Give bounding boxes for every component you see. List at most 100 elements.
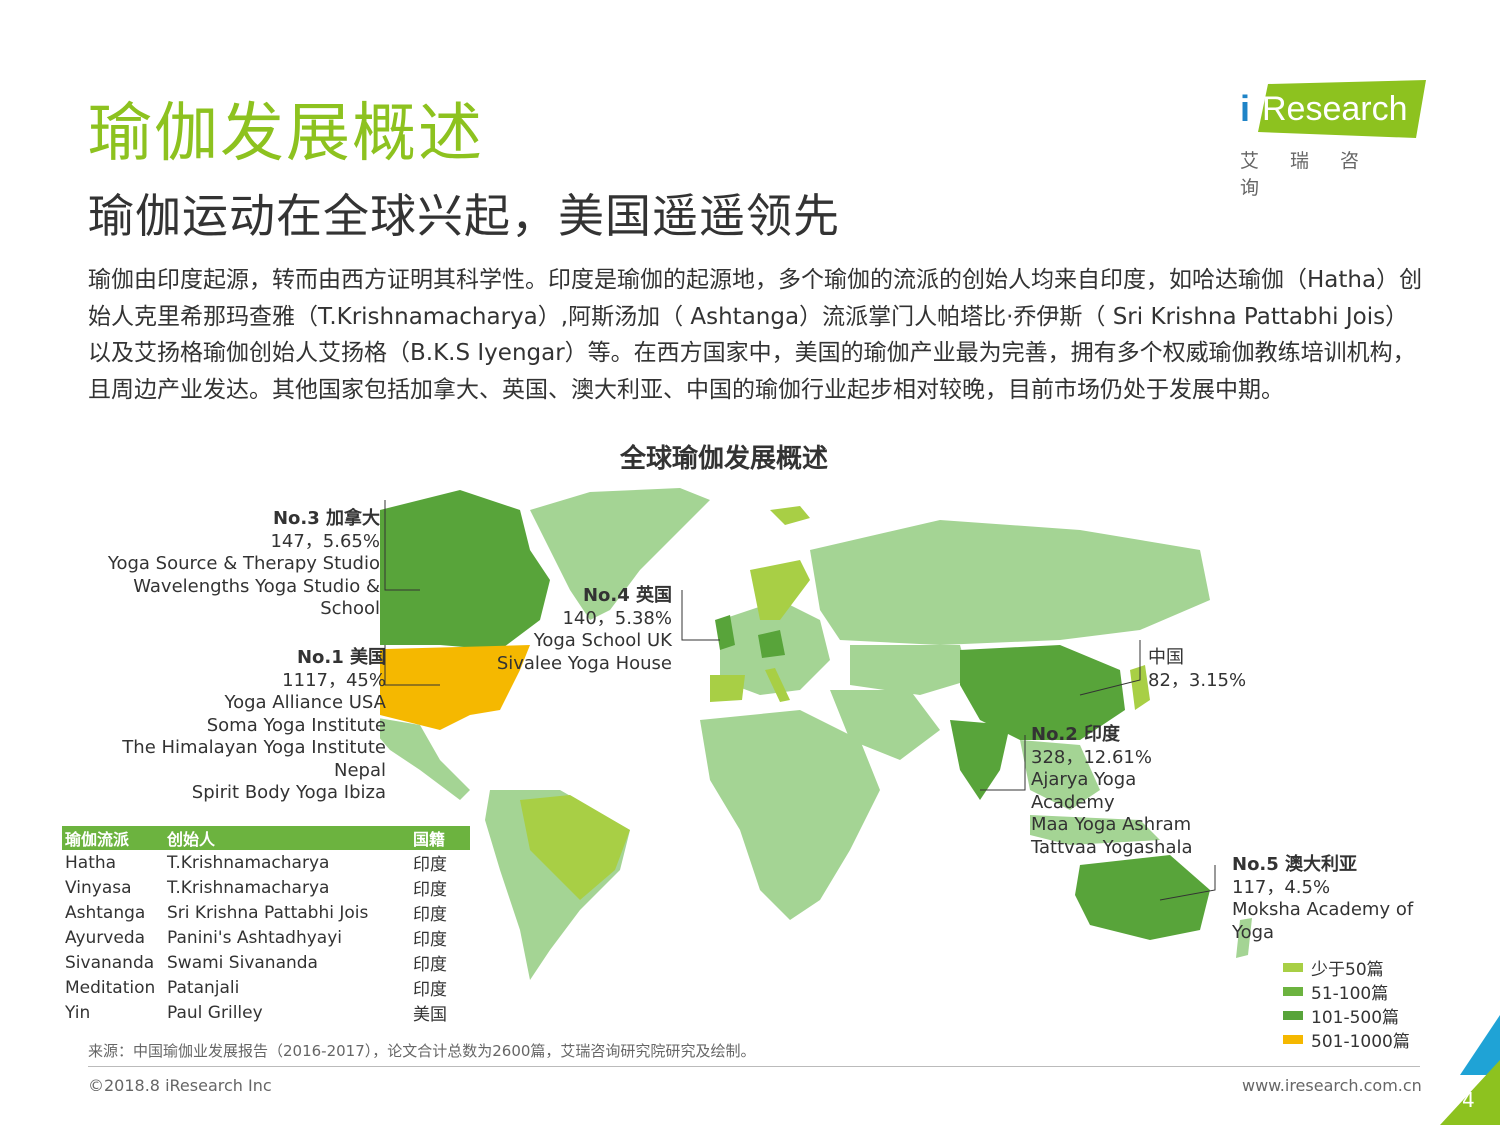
- australia-rank: No.5 澳大利亚: [1232, 854, 1358, 875]
- legend-item: 501-1000篇: [1283, 1027, 1410, 1052]
- australia-leader: [1159, 865, 1216, 901]
- new-zealand-shape: [1236, 918, 1252, 958]
- japan-shape: [1130, 665, 1150, 710]
- founder-cell: T.Krishnamacharya: [167, 877, 330, 898]
- legend-swatch: [1283, 1034, 1303, 1044]
- nationality-cell: 印度: [413, 905, 447, 925]
- canada-shape: [380, 490, 550, 650]
- india-leader: [980, 735, 1026, 791]
- uk-annotation: No.4 英国 140，5.38% Yoga School UK Sivalee…: [480, 585, 672, 675]
- uk-rank: No.4 英国: [582, 585, 672, 606]
- india-rank: No.2 印度: [1031, 724, 1121, 745]
- australia-org-1: Moksha Academy of: [1232, 899, 1414, 920]
- usa-org-4: Nepal: [334, 759, 386, 781]
- nationality-cell: 印度: [413, 930, 447, 950]
- china-leader: [1079, 640, 1141, 696]
- usa-rank: No.1 美国: [296, 647, 386, 668]
- southeast-asia-shape: [1020, 740, 1100, 810]
- map-legend: 少于50篇 51-100篇 101-500篇 501-1000篇: [1283, 955, 1410, 1052]
- corner-decoration: [1440, 1015, 1500, 1125]
- canada-org-3: School: [320, 598, 380, 619]
- intro-paragraph: 瑜伽由印度起源，转而由西方证明其科学性。印度是瑜伽的起源地，多个瑜伽的流派的创始…: [88, 267, 1423, 403]
- spain-shape: [710, 675, 745, 702]
- header-founder: 创始人: [164, 826, 410, 850]
- table-row: Vinyasa T.Krishnamacharya 印度: [62, 875, 470, 901]
- school-cell: Hatha: [65, 852, 117, 873]
- uk-org-1: Yoga School UK: [533, 630, 672, 651]
- founder-cell: Patanjali: [167, 977, 240, 998]
- india-annotation: No.2 印度 328，12.61% Ajarya Yoga Academy M…: [1031, 724, 1211, 859]
- indonesia-shape: [1030, 815, 1160, 845]
- table-row: Meditation Patanjali 印度: [62, 975, 470, 1001]
- greenland-shape: [530, 488, 710, 620]
- legend-label: 51-100篇: [1311, 983, 1389, 1004]
- india-stats: 328，12.61%: [1031, 746, 1152, 768]
- source-note: 来源：中国瑜伽业发展报告（2016-2017），论文合计总数为2600篇，艾瑞咨…: [88, 1042, 756, 1060]
- uk-leader: [681, 590, 720, 641]
- india-shape: [950, 720, 1010, 800]
- school-cell: Yin: [65, 1002, 91, 1023]
- iresearch-logo-tag: [1258, 80, 1426, 138]
- table-row: Ashtanga Sri Krishna Pattabhi Jois 印度: [62, 900, 470, 926]
- middle-east-shape: [830, 690, 940, 760]
- legend-label: 501-1000篇: [1311, 1031, 1410, 1052]
- school-cell: Sivananda: [65, 952, 155, 973]
- table-row: Ayurveda Panini's Ashtadhyayi 印度: [62, 925, 470, 951]
- nationality-cell: 印度: [413, 880, 447, 900]
- school-cell: Ayurveda: [65, 927, 146, 948]
- school-cell: Vinyasa: [65, 877, 132, 898]
- footer-divider: [88, 1066, 1420, 1067]
- china-stats: 82，3.15%: [1148, 669, 1247, 691]
- central-asia-shape: [850, 645, 970, 695]
- page-subtitle: 瑜伽运动在全球兴起，美国遥遥领先: [88, 189, 840, 243]
- canada-org-1: Yoga Source & Therapy Studio: [107, 553, 380, 574]
- legend-swatch: [1283, 1010, 1303, 1020]
- nationality-cell: 印度: [413, 855, 447, 875]
- legend-label: 少于50篇: [1311, 959, 1384, 980]
- usa-org-5: Spirit Body Yoga Ibiza: [191, 782, 386, 803]
- table-row: Sivananda Swami Sivananda 印度: [62, 950, 470, 976]
- usa-stats: 1117，45%: [282, 669, 386, 691]
- founder-cell: Paul Grilley: [167, 1002, 263, 1023]
- india-org-3: Maa Yoga Ashram: [1031, 814, 1192, 835]
- russia-shape: [810, 520, 1210, 645]
- uk-stats: 140，5.38%: [562, 607, 672, 629]
- uk-org-2: Sivalee Yoga House: [496, 652, 672, 674]
- nationality-cell: 印度: [413, 980, 447, 1000]
- page-title: 瑜伽发展概述: [88, 97, 484, 171]
- founder-cell: T.Krishnamacharya: [167, 852, 330, 873]
- logo-chinese: 艾瑞咨询: [1240, 150, 1391, 199]
- table-header-row: 瑜伽流派 创始人 国籍: [62, 826, 470, 850]
- nationality-cell: 美国: [413, 1005, 447, 1025]
- china-rank: 中国: [1148, 647, 1184, 668]
- uk-shape: [715, 615, 735, 650]
- mexico-shape: [380, 718, 470, 800]
- founder-cell: Panini's Ashtadhyayi: [167, 927, 343, 948]
- germany-shape: [758, 630, 785, 658]
- table-row: Hatha T.Krishnamacharya 印度: [62, 850, 470, 876]
- canada-leader: [384, 500, 420, 591]
- africa-shape: [700, 710, 880, 920]
- header-school: 瑜伽流派: [62, 826, 164, 850]
- header-nationality: 国籍: [410, 826, 470, 850]
- canada-stats: 147，5.65%: [270, 530, 380, 552]
- logo-name: Research: [1262, 90, 1408, 128]
- usa-annotation: No.1 美国 1117，45% Yoga Alliance USA Soma …: [96, 647, 386, 805]
- brazil-shape: [520, 795, 630, 900]
- legend-item: 101-500篇: [1283, 1003, 1410, 1028]
- legend-swatch: [1283, 986, 1303, 996]
- logo-mark: i: [1240, 88, 1251, 129]
- nationality-cell: 印度: [413, 955, 447, 975]
- scandinavia-shape: [750, 560, 810, 620]
- usa-org-3: The Himalayan Yoga Institute: [122, 737, 386, 758]
- italy-shape: [765, 668, 790, 702]
- canada-annotation: No.3 加拿大 147，5.65% Yoga Source & Therapy…: [96, 508, 380, 621]
- usa-shape: [380, 645, 530, 730]
- founder-cell: Sri Krishna Pattabhi Jois: [167, 902, 369, 923]
- website-link[interactable]: www.iresearch.com.cn: [1242, 1076, 1422, 1095]
- school-cell: Ashtanga: [65, 902, 146, 923]
- australia-stats: 117，4.5%: [1232, 876, 1331, 898]
- usa-org-2: Soma Yoga Institute: [206, 714, 386, 736]
- india-org-4: Tattvaa Yogashala: [1031, 836, 1193, 858]
- svalbard-shape: [770, 506, 810, 525]
